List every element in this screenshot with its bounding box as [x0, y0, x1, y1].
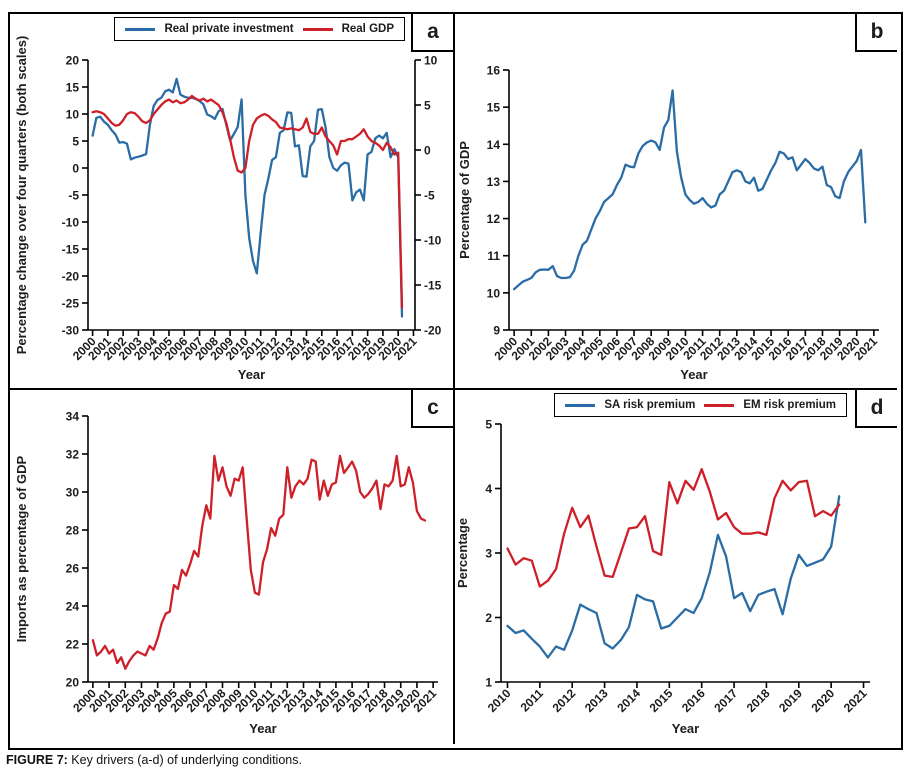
panel-label-c: c [411, 390, 453, 428]
svg-text:Percentage change over four qu: Percentage change over four quarters (bo… [14, 36, 29, 355]
svg-text:Year: Year [249, 721, 276, 736]
svg-text:13: 13 [487, 175, 501, 189]
panel-d: SA risk premium EM risk premium d 1 2 3 4 5 2… [455, 390, 897, 744]
svg-text:11: 11 [487, 249, 500, 263]
svg-text:1: 1 [485, 676, 492, 690]
svg-text:3: 3 [485, 547, 492, 561]
panel-label-b: b [855, 14, 897, 52]
svg-text:2010: 2010 [485, 686, 514, 715]
chart-c-line: 2022242628303234200020012002200320042005… [14, 410, 439, 737]
svg-text:22: 22 [66, 638, 80, 652]
svg-text:Percentage of GDP: Percentage of GDP [457, 141, 472, 259]
legend-swatch-blue [125, 27, 156, 31]
svg-text:-30: -30 [62, 324, 80, 338]
svg-text:-10: -10 [424, 234, 442, 248]
svg-text:-10: -10 [62, 216, 80, 230]
svg-text:0: 0 [72, 162, 79, 176]
svg-text:20: 20 [66, 54, 80, 68]
svg-text:10: 10 [424, 54, 438, 68]
svg-text:Year: Year [672, 721, 699, 736]
svg-text:2017: 2017 [711, 686, 740, 715]
legend-label-real-gdp: Real GDP [341, 23, 394, 35]
svg-text:Year: Year [238, 367, 265, 382]
svg-text:20: 20 [66, 676, 80, 690]
svg-text:2021: 2021 [841, 686, 870, 715]
chart-b-line: 9101112131415162000200120022003200420052… [457, 64, 880, 383]
svg-text:12: 12 [487, 212, 501, 226]
svg-text:-15: -15 [62, 243, 80, 257]
legend-panel-d: SA risk premium EM risk premium [554, 393, 847, 417]
legend-label-sa-risk-premium: SA risk premium [604, 399, 696, 411]
svg-text:5: 5 [424, 99, 431, 113]
svg-text:-5: -5 [424, 189, 435, 203]
svg-text:2018: 2018 [744, 686, 773, 715]
figure-caption-text: Key drivers (a-d) of underlying conditio… [67, 753, 302, 767]
svg-text:2011: 2011 [518, 686, 547, 715]
legend-swatch-em [704, 403, 735, 407]
svg-text:10: 10 [66, 108, 80, 122]
svg-text:-5: -5 [68, 189, 79, 203]
svg-text:-15: -15 [424, 279, 442, 293]
svg-text:5: 5 [72, 135, 79, 149]
legend-label-em-risk-premium: EM risk premium [743, 399, 836, 411]
svg-text:-20: -20 [424, 324, 442, 338]
legend-label-real-private-investment: Real private investment [164, 23, 294, 35]
svg-text:2020: 2020 [808, 686, 837, 715]
svg-text:34: 34 [66, 410, 80, 424]
figure-caption: FIGURE 7: Key drivers (a-d) of underlyin… [6, 753, 302, 767]
svg-text:5: 5 [485, 418, 492, 432]
svg-text:10: 10 [487, 286, 501, 300]
svg-text:30: 30 [66, 486, 80, 500]
legend-swatch-sa [565, 403, 596, 407]
svg-text:28: 28 [66, 524, 80, 538]
svg-text:2013: 2013 [582, 686, 611, 715]
svg-text:2012: 2012 [550, 686, 579, 715]
legend-swatch-red [302, 27, 333, 31]
svg-text:32: 32 [66, 448, 80, 462]
svg-text:2016: 2016 [679, 686, 708, 715]
svg-text:14: 14 [487, 138, 501, 152]
figure-panel-grid: Real private investment Real GDP a -30 -2… [8, 12, 903, 750]
svg-text:0: 0 [424, 144, 431, 158]
svg-text:Year: Year [680, 367, 707, 382]
panel-label-a: a [411, 14, 453, 52]
legend-panel-a: Real private investment Real GDP [114, 17, 405, 41]
svg-text:2015: 2015 [647, 686, 676, 715]
svg-text:4: 4 [485, 482, 492, 496]
svg-text:16: 16 [487, 64, 501, 78]
figure-caption-label: FIGURE 7: [6, 753, 68, 767]
panel-a: Real private investment Real GDP a -30 -2… [10, 14, 455, 390]
svg-text:Imports as percentage of GDP: Imports as percentage of GDP [14, 455, 29, 642]
svg-text:2014: 2014 [614, 686, 643, 715]
chart-a-dual-axis-line: -30 -25 -20 -15 -10 -5 0 5 10 15 20 -20 -15 -10 -5 0 5 10… [14, 36, 442, 382]
svg-text:-20: -20 [62, 270, 80, 284]
svg-text:Percentage: Percentage [455, 518, 470, 588]
svg-text:9: 9 [493, 324, 500, 338]
svg-text:24: 24 [66, 600, 80, 614]
svg-text:15: 15 [487, 101, 501, 115]
svg-text:15: 15 [66, 81, 80, 95]
svg-text:2: 2 [485, 611, 492, 625]
svg-text:-25: -25 [62, 297, 80, 311]
svg-text:26: 26 [66, 562, 80, 576]
panel-label-d: d [855, 390, 897, 428]
panel-b: b 9 10 11 12 13 14 15 16 2000 2001 2002 2003 2004 200… [455, 14, 897, 390]
svg-text:2019: 2019 [776, 686, 805, 715]
panel-c: c 20 22 24 26 28 30 32 34 2000 2001 2002 2003 2004 20… [10, 390, 455, 744]
